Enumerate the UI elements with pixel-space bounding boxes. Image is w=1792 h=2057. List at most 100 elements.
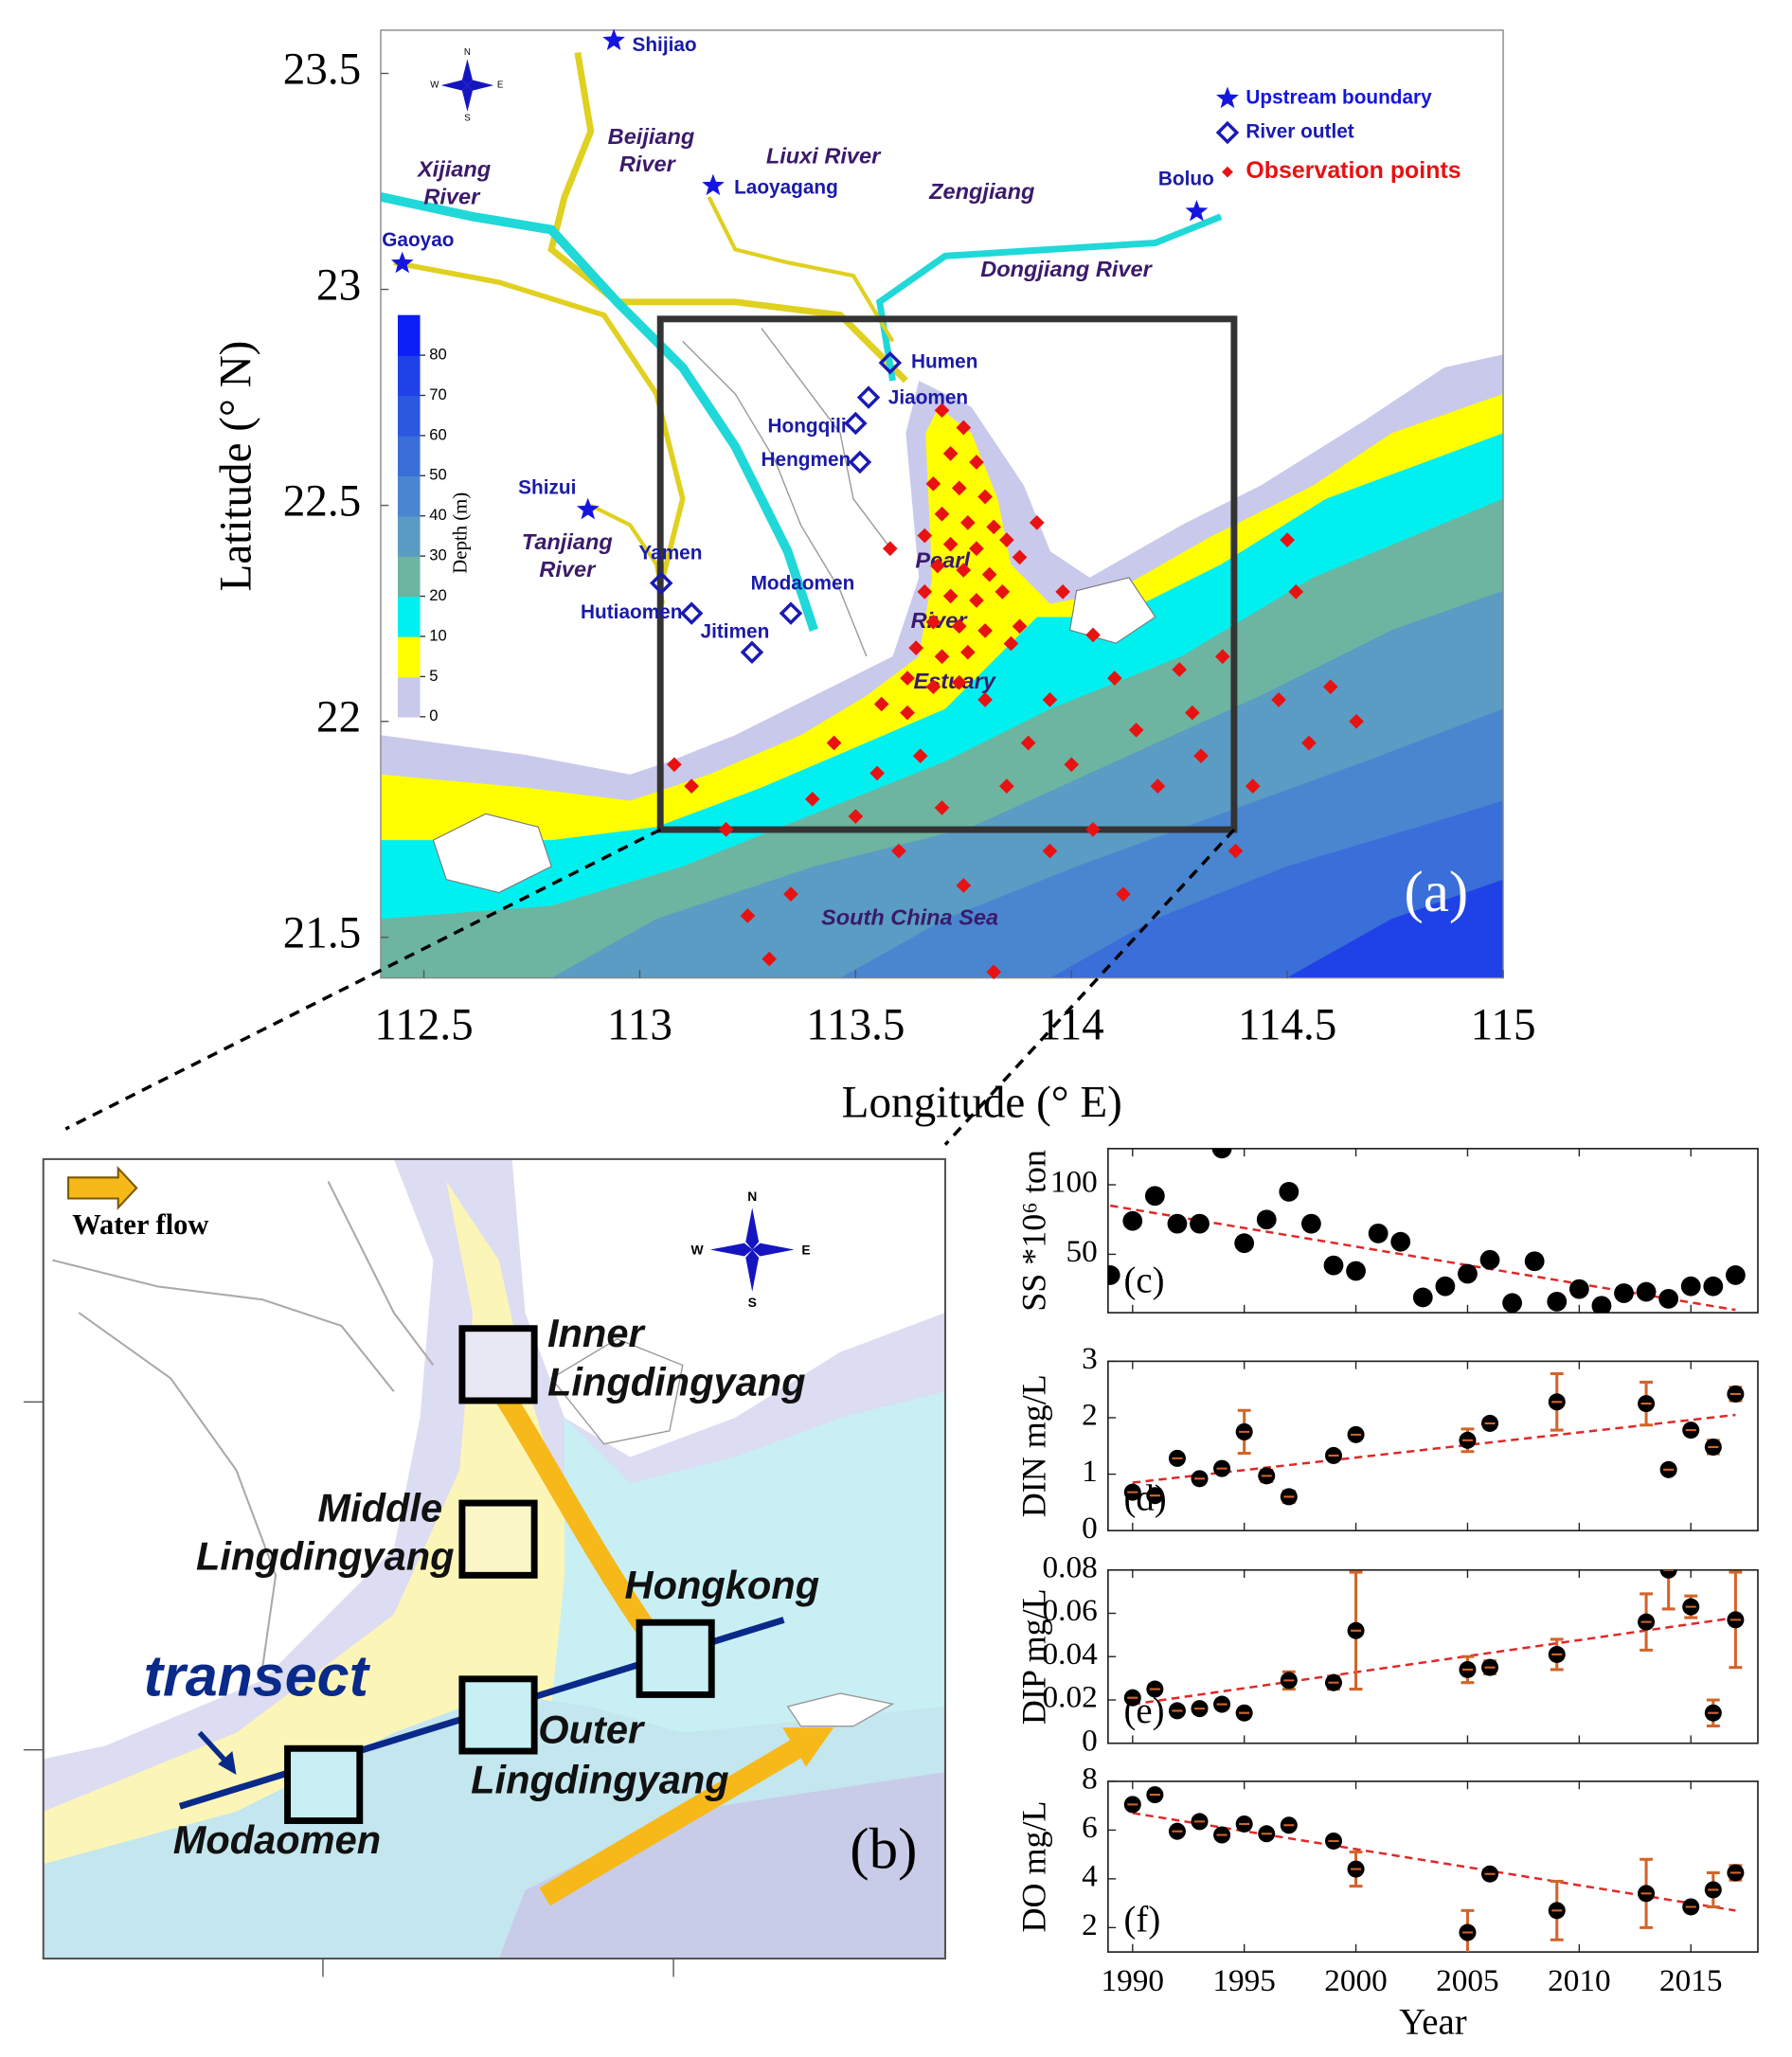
observation-point: [1193, 748, 1209, 764]
station-label: Modaomen: [751, 573, 855, 595]
data-point: [1279, 1181, 1299, 1202]
station-box: [458, 1325, 538, 1404]
colorbar-segment: [397, 475, 421, 517]
legend-label: Observation points: [1245, 157, 1460, 184]
y-tick-label: 0: [1082, 1723, 1098, 1758]
data-point: [1368, 1223, 1389, 1243]
plot-area: [1123, 1569, 1745, 1727]
data-point: [1614, 1283, 1634, 1303]
transect-pointer-head: [218, 1751, 237, 1775]
colorbar-segment: [397, 596, 421, 637]
compass-letter: E: [497, 80, 504, 91]
x-axis-label: Year: [1399, 2002, 1467, 2043]
compass-arm: [461, 59, 473, 86]
observation-point: [934, 402, 950, 419]
data-point: [1301, 1213, 1321, 1234]
station-box: [284, 1744, 364, 1824]
place-label: River: [619, 152, 677, 176]
x-tick-label: 2000: [1324, 1963, 1388, 1998]
y-tick-label: 23: [316, 260, 361, 310]
observation-point: [942, 446, 959, 461]
observation-point: [1185, 705, 1200, 721]
station-label: Hutiaomen: [581, 601, 682, 623]
observation-point: [917, 528, 933, 544]
y-tick-label: 0.06: [1043, 1593, 1098, 1628]
observation-point: [1128, 722, 1144, 738]
x-tick-label: 114: [1039, 1001, 1104, 1050]
map-b-frame: [42, 1157, 947, 1960]
region-label: Lingdingyang: [196, 1534, 455, 1579]
island: [1069, 577, 1156, 644]
flow-arrow-head: [782, 1727, 834, 1767]
colorbar-tick-label: 80: [429, 345, 446, 363]
x-tick-label: 113.5: [806, 1001, 905, 1050]
observation-point: [1012, 618, 1028, 635]
place-label: Tanjiang: [522, 529, 613, 554]
observation-point: [848, 809, 864, 824]
observation-point: [718, 821, 734, 837]
station-box: [458, 1499, 538, 1579]
data-point: [1390, 1231, 1411, 1252]
data-point: [1412, 1287, 1433, 1308]
x-tick-label: 112.5: [374, 1001, 473, 1050]
compass-letter: W: [690, 1243, 704, 1258]
y-tick-label: 22.5: [283, 476, 361, 526]
river-outlet: [856, 385, 881, 409]
plot-area: [1107, 1148, 1746, 1314]
y-tick-label: 0.08: [1043, 1549, 1098, 1584]
observation-point: [912, 748, 928, 764]
observation-point: [934, 649, 950, 665]
y-tick-label: 3: [1082, 1341, 1098, 1376]
x-tick-label: 1990: [1102, 1963, 1165, 1998]
observation-point: [869, 765, 885, 781]
x-tick-label: 115: [1471, 1001, 1536, 1050]
river: [52, 1259, 395, 1392]
data-point: [1659, 1569, 1677, 1579]
island: [432, 813, 552, 894]
water-flow-label: Water flow: [72, 1208, 208, 1241]
colorbar-tick-label: 60: [429, 425, 446, 443]
river: [875, 213, 1223, 382]
y-tick-label: 22: [316, 693, 361, 742]
station-box: [636, 1619, 715, 1698]
observation-point: [783, 886, 798, 902]
compass-arm: [745, 1249, 760, 1292]
compass-letter: S: [748, 1295, 757, 1310]
x-axis-label: Longitude (° E): [842, 1078, 1122, 1127]
y-tick-label: 2: [1082, 1907, 1098, 1942]
colorbar-tick-label: 20: [429, 586, 446, 604]
station-label: Shijiao: [633, 34, 697, 56]
observation-point: [1029, 515, 1045, 530]
river: [547, 51, 908, 384]
panel-label: (f): [1123, 1900, 1160, 1941]
compass-arm: [440, 80, 468, 91]
observation-point: [969, 455, 984, 470]
observation-point: [986, 519, 1002, 535]
place-label: Dongjiang River: [980, 257, 1153, 281]
panel-label: (c): [1123, 1260, 1164, 1300]
data-point: [1636, 1281, 1657, 1302]
data-point: [1524, 1251, 1545, 1272]
observation-point: [917, 584, 933, 599]
colorbar-tick-label: 40: [429, 506, 446, 524]
station-box: [458, 1675, 538, 1755]
offshore: [498, 1772, 945, 1959]
data-point: [1167, 1213, 1188, 1234]
data-point: [1458, 1263, 1478, 1284]
data-point: [1211, 1148, 1232, 1159]
colorbar-tick-label: 5: [429, 667, 438, 685]
river-outlet: [779, 601, 803, 625]
flow-arrow: [539, 1736, 807, 1906]
data-point: [1502, 1293, 1523, 1314]
zoom-line: [943, 828, 1236, 1146]
observation-point: [882, 541, 898, 557]
observation-point: [956, 878, 972, 893]
observation-point: [956, 563, 972, 578]
observation-point: [1150, 778, 1166, 794]
river: [707, 195, 895, 343]
upstream-boundary: [602, 28, 625, 50]
region-label: Lingdingyang: [471, 1757, 729, 1801]
observation-point: [1280, 532, 1295, 547]
plot-area: [1123, 1786, 1745, 1953]
